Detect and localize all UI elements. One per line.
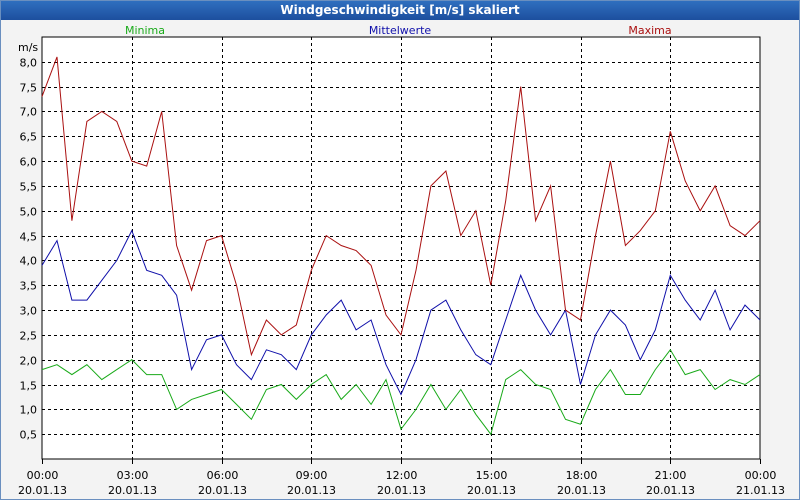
y-axis-label: m/s [18, 41, 38, 54]
series-line-minima [41, 348, 761, 436]
y-tick-label: 6,0 [20, 156, 38, 169]
x-tick-date: 21.01.13 [736, 484, 785, 497]
chart-title: Windgeschwindigkeit [m/s] skaliert [1, 1, 799, 20]
x-tick-date: 20.01.13 [198, 484, 247, 497]
x-tick-time: 00:00 [27, 469, 59, 482]
x-tick-time: 12:00 [386, 469, 418, 482]
x-tick-time: 00:00 [745, 469, 777, 482]
y-tick-label: 3,0 [20, 305, 38, 318]
legend-minima: Minima [125, 24, 165, 37]
y-tick-label: 7,5 [20, 82, 38, 95]
y-tick-label: 2,0 [20, 355, 38, 368]
x-tick-date: 20.01.13 [287, 484, 336, 497]
x-tick-time: 15:00 [476, 469, 508, 482]
x-tick-time: 09:00 [296, 469, 328, 482]
x-tick-time: 03:00 [117, 469, 149, 482]
x-tick-time: 06:00 [207, 469, 239, 482]
x-tick-date: 20.01.13 [646, 484, 695, 497]
x-tick-time: 18:00 [566, 469, 598, 482]
legend-mittelwerte: Mittelwerte [369, 24, 432, 37]
y-tick-label: 1,5 [20, 380, 38, 393]
y-tick-label: 7,0 [20, 106, 38, 119]
y-tick-label: 4,5 [20, 231, 38, 244]
y-tick-label: 6,5 [20, 131, 38, 144]
legend-maxima: Maxima [628, 24, 671, 37]
y-tick-label: 3,5 [20, 280, 38, 293]
x-tick-date: 20.01.13 [467, 484, 516, 497]
y-tick-label: 1,0 [20, 404, 38, 417]
x-tick-time: 21:00 [655, 469, 687, 482]
y-tick-label: 8,0 [20, 57, 38, 70]
series-line-maxima [41, 56, 761, 357]
y-tick-label: 5,5 [20, 181, 38, 194]
y-tick-label: 2,5 [20, 330, 38, 343]
y-tick-label: 4,0 [20, 255, 38, 268]
series-line-mittelwerte [41, 229, 761, 396]
x-tick-date: 20.01.13 [108, 484, 157, 497]
x-tick-date: 20.01.13 [18, 484, 67, 497]
x-tick-date: 20.01.13 [557, 484, 606, 497]
y-tick-label: 0,5 [20, 429, 38, 442]
y-tick-label: 5,0 [20, 206, 38, 219]
x-tick-date: 20.01.13 [377, 484, 426, 497]
